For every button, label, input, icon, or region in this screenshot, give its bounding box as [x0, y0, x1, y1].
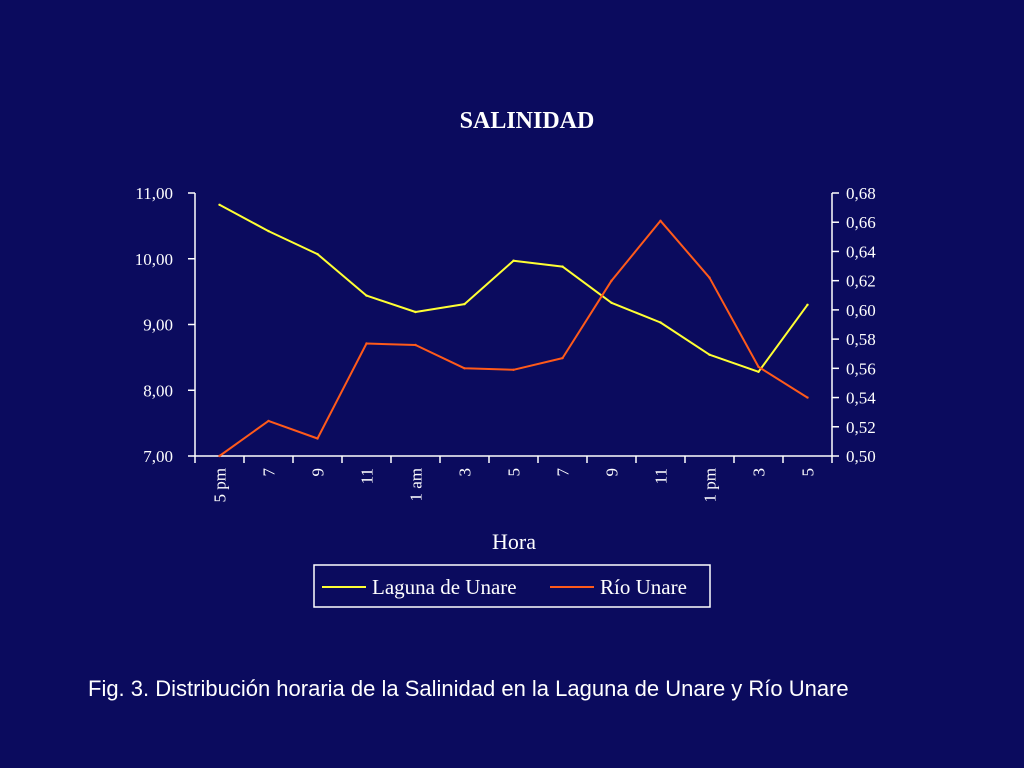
x-tick-label: 3 — [456, 468, 475, 477]
figure-caption: Fig. 3. Distribución horaria de la Salin… — [88, 676, 849, 701]
rio-point — [708, 276, 711, 279]
legend-box — [313, 564, 711, 608]
laguna-point — [708, 353, 711, 356]
laguna-point — [414, 310, 417, 314]
x-tick-label: 5 pm — [211, 468, 230, 502]
rio-point — [512, 368, 515, 371]
right-tick-label: 0,58 — [846, 330, 876, 349]
x-tick-label: 9 — [309, 468, 328, 477]
right-tick-label: 0,68 — [846, 184, 876, 203]
left-tick-label: 8,00 — [143, 381, 173, 400]
right-tick-label: 0,66 — [846, 213, 876, 232]
laguna-point — [561, 265, 564, 268]
rio-point — [757, 365, 760, 369]
rio-point — [267, 419, 270, 423]
x-tick-label: 9 — [603, 468, 622, 477]
series-lines — [218, 203, 809, 458]
rio-point — [218, 454, 221, 458]
rio-point — [365, 342, 368, 345]
x-tick-label: 11 — [652, 468, 671, 484]
right-tick-label: 0,50 — [846, 447, 876, 466]
rio-point — [463, 367, 466, 370]
chart-title: SALINIDAD — [460, 108, 595, 134]
x-axis-label: Hora — [492, 529, 536, 554]
x-tick-label: 3 — [750, 468, 769, 477]
laguna-point — [316, 252, 319, 256]
laguna-point — [757, 370, 760, 373]
rio-point — [316, 437, 319, 440]
laguna-point — [365, 294, 368, 297]
rio-point — [806, 396, 809, 399]
rio-point — [414, 343, 417, 347]
right-tick-label: 0,64 — [846, 242, 876, 261]
left-tick-label: 11,00 — [135, 184, 173, 203]
x-tick-label: 1 pm — [701, 468, 720, 502]
legend-label-rio: Río Unare — [600, 575, 687, 599]
left-tick-label: 10,00 — [135, 250, 173, 269]
right-y-ticks: 0,50 0,52 0,54 0,56 0,58 0,60 0,62 0,64 0,66 0,68 — [832, 184, 876, 466]
x-tick-label: 7 — [260, 468, 279, 477]
legend-label-laguna: Laguna de Unare — [372, 575, 517, 599]
laguna-point — [806, 303, 809, 306]
right-tick-label: 0,62 — [846, 272, 876, 291]
rio-point — [610, 279, 613, 282]
x-tick-label: 5 — [505, 468, 524, 477]
laguna-point — [267, 229, 270, 233]
x-tick-label: 1 am — [407, 468, 426, 502]
right-tick-label: 0,52 — [846, 418, 876, 437]
laguna-point — [610, 301, 613, 304]
laguna-point — [512, 259, 515, 262]
left-tick-label: 7,00 — [143, 447, 173, 466]
x-tick-label: 5 — [799, 468, 818, 477]
rio-point — [659, 219, 662, 222]
right-tick-label: 0,60 — [846, 301, 876, 320]
right-tick-label: 0,56 — [846, 359, 876, 378]
laguna-point — [218, 203, 221, 206]
left-tick-label: 9,00 — [143, 316, 173, 335]
laguna-point — [659, 321, 662, 324]
series-line-rio — [218, 219, 809, 457]
rio-point — [561, 356, 564, 360]
series-line-laguna — [219, 203, 809, 373]
legend: Laguna de Unare Río Unare — [313, 564, 711, 608]
laguna-point — [463, 302, 466, 306]
x-tick-label: 11 — [358, 468, 377, 484]
left-y-ticks: 7,00 8,00 9,00 10,00 11,00 — [135, 184, 195, 466]
right-tick-label: 0,54 — [846, 389, 876, 408]
x-ticks: 5 pm 7 9 11 1 am 3 5 7 9 11 1 pm 3 5 — [194, 456, 833, 502]
x-tick-label: 7 — [554, 468, 573, 477]
